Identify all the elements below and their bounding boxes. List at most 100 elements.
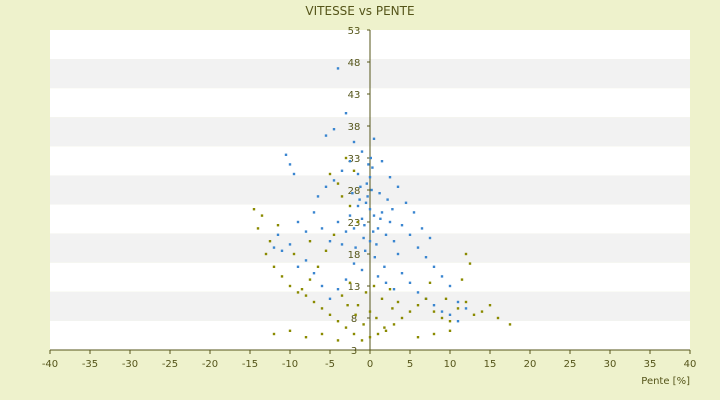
data-points xyxy=(252,67,512,342)
scatter-point xyxy=(352,262,356,265)
x-tick-label: 40 xyxy=(684,359,697,370)
scatter-point xyxy=(364,291,368,294)
scatter-point xyxy=(358,198,361,201)
scatter-point xyxy=(360,268,364,272)
scatter-point xyxy=(340,195,344,198)
scatter-point xyxy=(472,313,476,316)
scatter-point xyxy=(488,304,492,307)
scatter-point xyxy=(388,288,392,291)
scatter-point xyxy=(424,256,428,259)
scatter-point xyxy=(324,185,328,188)
scatter-point xyxy=(336,220,340,224)
scatter-point xyxy=(396,185,400,188)
scatter-point xyxy=(432,332,436,336)
x-tick-label: 5 xyxy=(407,359,413,370)
scatter-point xyxy=(392,240,396,243)
scatter-point xyxy=(448,329,452,332)
scatter-point xyxy=(400,316,404,320)
scatter-point xyxy=(368,336,372,339)
scatter-point xyxy=(260,214,264,217)
scatter-point xyxy=(440,275,444,278)
scatter-point xyxy=(296,291,300,294)
scatter-point xyxy=(344,278,348,281)
scatter-point xyxy=(375,316,378,320)
scatter-point xyxy=(328,297,332,300)
scatter-point xyxy=(304,294,308,297)
scatter-point xyxy=(372,137,376,140)
scatter-point xyxy=(383,265,386,268)
scatter-point xyxy=(304,336,308,339)
scatter-point xyxy=(368,208,372,211)
scatter-point xyxy=(336,67,340,70)
scatter-point xyxy=(416,291,420,294)
scatter-point xyxy=(296,265,300,268)
scatter-point xyxy=(280,275,284,278)
scatter-point xyxy=(308,278,312,281)
x-tick-label: 0 xyxy=(367,359,373,370)
scatter-point xyxy=(360,217,364,220)
x-tick-label: -35 xyxy=(82,359,98,370)
scatter-point xyxy=(375,243,378,246)
scatter-point xyxy=(360,150,364,153)
scatter-point xyxy=(379,217,382,220)
y-tick-label: 8 xyxy=(351,314,357,325)
scatter-point xyxy=(412,211,416,214)
scatter-point xyxy=(348,160,352,163)
scatter-point xyxy=(372,284,376,288)
scatter-point xyxy=(376,275,380,278)
scatter-point xyxy=(388,220,392,224)
scatter-point xyxy=(456,300,460,304)
scatter-point xyxy=(378,192,381,195)
scatter-point xyxy=(320,284,324,288)
scatter-point xyxy=(448,313,452,316)
scatter-point xyxy=(359,185,362,188)
scatter-point xyxy=(320,307,324,310)
scatter-point xyxy=(332,233,336,236)
scatter-point xyxy=(428,281,432,284)
scatter-point xyxy=(362,323,365,326)
scatter-point xyxy=(276,224,280,227)
x-tick-label: 35 xyxy=(644,359,657,370)
scatter-point xyxy=(280,249,284,252)
scatter-point xyxy=(371,166,374,169)
scatter-point xyxy=(380,297,384,300)
scatter-point xyxy=(408,281,412,284)
y-tick-label: 48 xyxy=(348,58,361,69)
scatter-point xyxy=(396,300,400,304)
x-ticks: -40 -35 -30 -25 -20 -15 -10 -5 0 5 10 15 20 25 30 35 40 xyxy=(42,350,697,370)
scatter-point xyxy=(464,307,468,310)
y-tick-label: 53 xyxy=(348,26,361,37)
scatter-point xyxy=(348,281,352,284)
scatter-point xyxy=(392,288,396,291)
scatter-point xyxy=(336,339,340,342)
scatter-point xyxy=(391,208,394,211)
scatter-point xyxy=(328,172,332,176)
scatter-point xyxy=(396,252,400,256)
scatter-point xyxy=(336,182,340,185)
scatter-point xyxy=(268,240,272,243)
scatter-point xyxy=(352,332,356,336)
scatter-point xyxy=(324,134,328,137)
y-tick-label: 38 xyxy=(348,122,361,133)
scatter-point xyxy=(428,236,432,240)
scatter-point xyxy=(362,236,365,240)
x-tick-label: 30 xyxy=(604,359,617,370)
x-tick-label: 10 xyxy=(444,359,457,370)
scatter-point xyxy=(364,249,367,252)
scatter-point xyxy=(264,252,268,256)
scatter-point xyxy=(300,288,304,291)
scatter-point xyxy=(351,192,354,195)
scatter-point xyxy=(408,310,412,313)
scatter-point xyxy=(324,249,328,252)
scatter-point xyxy=(316,195,320,198)
scatter-point xyxy=(336,320,340,323)
x-tick-label: -5 xyxy=(325,359,335,370)
x-tick-label: -30 xyxy=(122,359,138,370)
scatter-point xyxy=(368,176,372,179)
y-tick-label: 28 xyxy=(348,186,361,197)
scatter-point xyxy=(376,227,380,230)
scatter-point xyxy=(292,172,296,176)
scatter-point xyxy=(456,320,460,323)
scatter-point xyxy=(448,320,452,323)
